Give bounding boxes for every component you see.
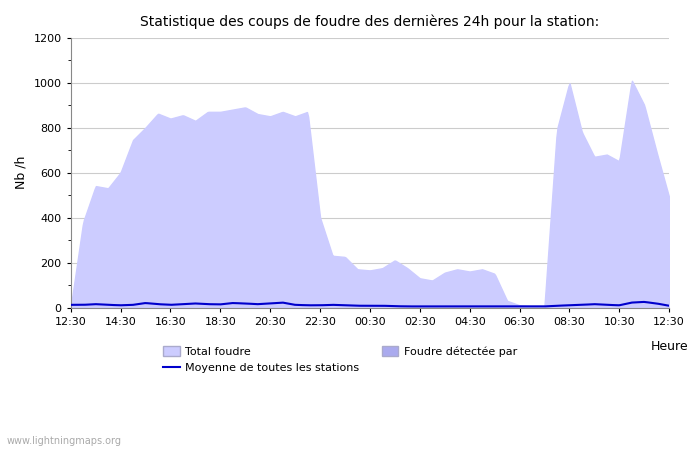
Legend: Total foudre, Moyenne de toutes les stations, Foudre détectée par: Total foudre, Moyenne de toutes les stat… [158, 342, 522, 378]
Y-axis label: Nb /h: Nb /h [15, 156, 28, 189]
X-axis label: Heure: Heure [650, 340, 688, 353]
Title: Statistique des coups de foudre des dernières 24h pour la station:: Statistique des coups de foudre des dern… [140, 15, 599, 30]
Text: www.lightningmaps.org: www.lightningmaps.org [7, 436, 122, 446]
